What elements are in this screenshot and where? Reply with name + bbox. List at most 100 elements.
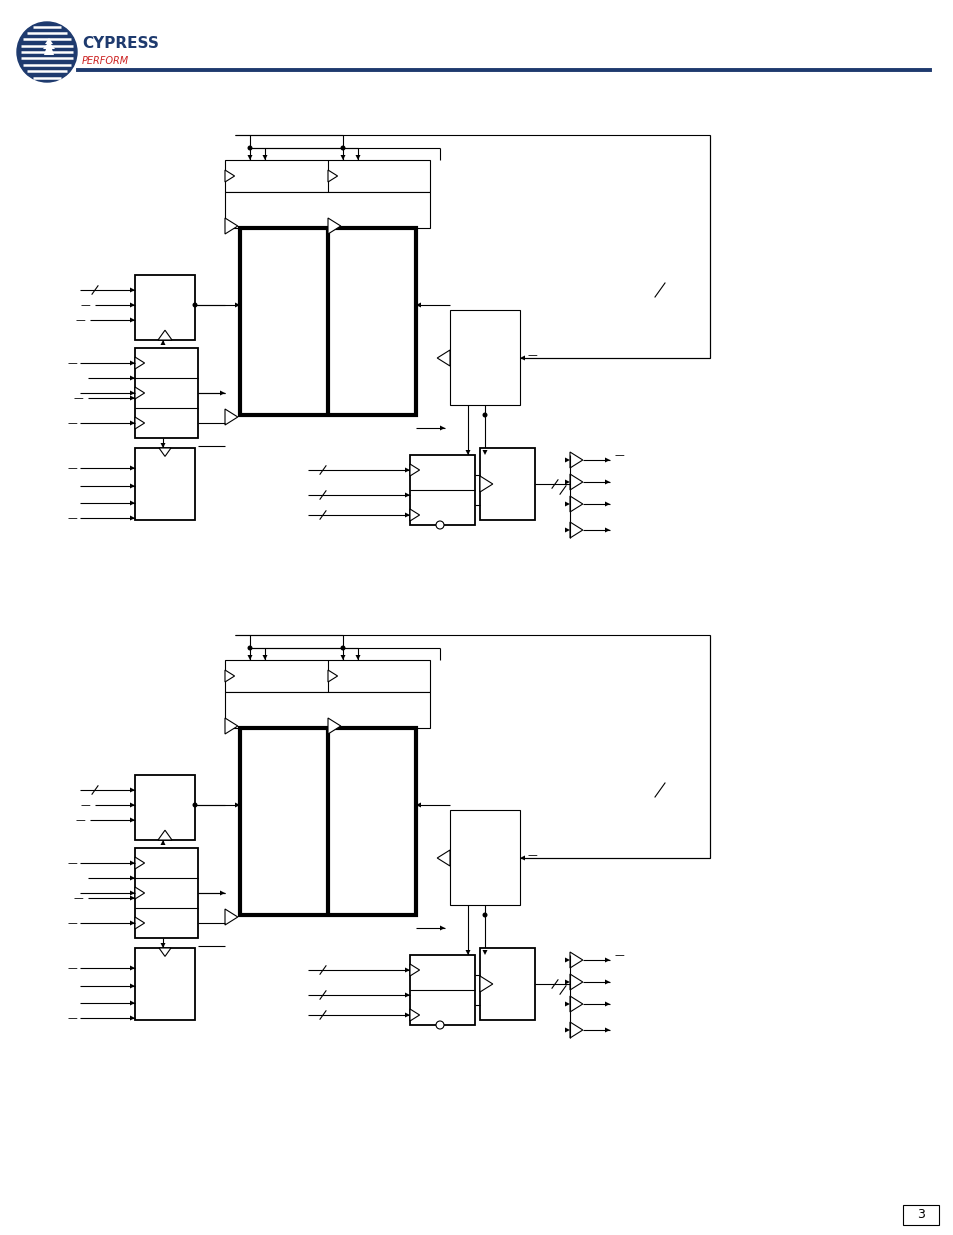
Bar — [450, 810, 519, 905]
Polygon shape — [328, 219, 340, 233]
Text: —: — — [73, 893, 83, 903]
Polygon shape — [604, 479, 609, 484]
Polygon shape — [604, 527, 609, 532]
Text: —: — — [80, 800, 90, 810]
Polygon shape — [416, 803, 420, 808]
Text: —: — — [75, 315, 85, 325]
Polygon shape — [130, 375, 135, 380]
Polygon shape — [135, 857, 145, 869]
Polygon shape — [225, 170, 234, 182]
Polygon shape — [135, 918, 145, 929]
Bar — [135, 275, 194, 340]
Polygon shape — [569, 1023, 582, 1037]
Polygon shape — [262, 655, 267, 659]
Polygon shape — [355, 655, 360, 659]
Polygon shape — [130, 515, 135, 520]
Text: —: — — [75, 815, 85, 825]
Polygon shape — [130, 390, 135, 395]
Polygon shape — [130, 890, 135, 895]
Bar — [240, 228, 416, 415]
Bar — [135, 848, 198, 939]
Polygon shape — [225, 219, 237, 233]
Polygon shape — [569, 952, 582, 968]
Text: —: — — [527, 350, 537, 359]
Bar — [225, 191, 430, 228]
Polygon shape — [130, 395, 135, 400]
Polygon shape — [130, 466, 135, 471]
Polygon shape — [564, 479, 569, 484]
Circle shape — [193, 303, 197, 308]
Ellipse shape — [17, 22, 77, 82]
Polygon shape — [234, 803, 240, 808]
Circle shape — [247, 146, 253, 151]
Polygon shape — [159, 448, 171, 457]
Polygon shape — [564, 1002, 569, 1007]
Polygon shape — [130, 861, 135, 866]
Polygon shape — [482, 450, 487, 454]
Polygon shape — [405, 493, 410, 498]
Bar — [225, 659, 430, 692]
Text: —: — — [73, 393, 83, 403]
Polygon shape — [130, 303, 135, 308]
Polygon shape — [569, 474, 582, 490]
Polygon shape — [130, 361, 135, 366]
Bar — [135, 948, 194, 1020]
Polygon shape — [410, 1009, 419, 1021]
Text: —: — — [615, 450, 624, 459]
Bar — [135, 448, 194, 520]
Polygon shape — [160, 944, 165, 948]
Polygon shape — [234, 303, 240, 308]
Polygon shape — [135, 357, 145, 369]
Bar — [479, 448, 535, 520]
Polygon shape — [405, 993, 410, 998]
Polygon shape — [135, 387, 145, 399]
Circle shape — [482, 412, 487, 417]
Polygon shape — [564, 957, 569, 962]
Polygon shape — [416, 303, 420, 308]
Text: —: — — [80, 300, 90, 310]
Polygon shape — [328, 671, 337, 682]
Circle shape — [340, 146, 345, 151]
Polygon shape — [436, 350, 450, 366]
Polygon shape — [410, 509, 419, 521]
Polygon shape — [247, 655, 253, 659]
Polygon shape — [465, 450, 470, 454]
Polygon shape — [130, 288, 135, 293]
Polygon shape — [405, 1013, 410, 1018]
Text: CYPRESS: CYPRESS — [82, 37, 159, 52]
Bar — [410, 955, 475, 1025]
Polygon shape — [569, 995, 582, 1011]
Polygon shape — [160, 340, 165, 345]
Polygon shape — [225, 671, 234, 682]
Text: —: — — [67, 417, 77, 429]
Circle shape — [436, 1021, 443, 1029]
Polygon shape — [130, 1000, 135, 1005]
Polygon shape — [130, 803, 135, 808]
Bar — [240, 727, 416, 915]
Bar — [135, 776, 194, 840]
Polygon shape — [130, 818, 135, 823]
Polygon shape — [604, 457, 609, 462]
Polygon shape — [130, 500, 135, 505]
Polygon shape — [225, 409, 237, 425]
Circle shape — [340, 646, 345, 651]
Polygon shape — [564, 501, 569, 506]
Polygon shape — [569, 496, 582, 513]
Polygon shape — [135, 417, 145, 429]
Polygon shape — [564, 979, 569, 984]
Polygon shape — [410, 965, 419, 976]
Polygon shape — [160, 443, 165, 448]
Bar — [902, 1205, 938, 1225]
Polygon shape — [564, 1028, 569, 1032]
Polygon shape — [519, 356, 524, 361]
Polygon shape — [410, 464, 419, 475]
Polygon shape — [130, 983, 135, 988]
Polygon shape — [158, 830, 172, 840]
Bar — [135, 348, 198, 438]
Circle shape — [436, 521, 443, 529]
Polygon shape — [604, 1002, 609, 1007]
Polygon shape — [340, 156, 345, 161]
Text: —: — — [67, 963, 77, 973]
Polygon shape — [220, 390, 225, 395]
Polygon shape — [479, 475, 493, 492]
